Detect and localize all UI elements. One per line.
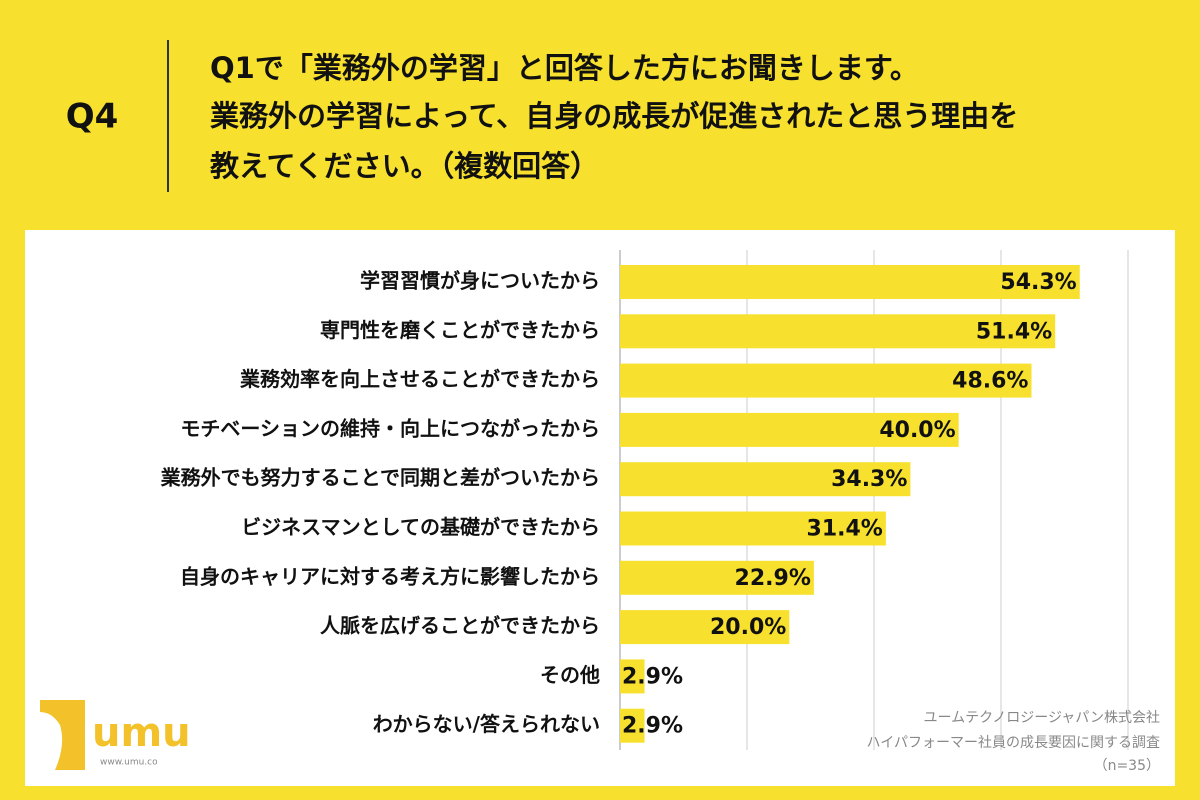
question-label: Q4: [66, 97, 119, 137]
value-label: 22.9%: [735, 566, 811, 591]
category-label: わからない/答えられない: [373, 712, 600, 736]
value-label: 31.4%: [807, 517, 883, 542]
value-label: 2.9%: [622, 714, 683, 739]
category-label: 専門性を磨くことができたから: [320, 318, 600, 342]
category-label: 業務効率を向上させることができたから: [240, 367, 600, 391]
question-line: 教えてください。（複数回答）: [210, 149, 599, 183]
value-label: 34.3%: [831, 467, 907, 492]
value-label: 48.6%: [952, 369, 1028, 394]
value-label: 2.9%: [622, 664, 683, 689]
category-label: モチベーションの維持・向上につながったから: [180, 416, 600, 440]
bar: [620, 462, 911, 497]
value-label: 51.4%: [976, 319, 1052, 344]
chart-panel: [25, 230, 1175, 786]
plot: 学習習慣が身についたから 54.3% 専門性を磨くことができたから 51.4% 業務効率…: [161, 250, 1129, 750]
logo: umu www.umu.co: [40, 700, 191, 770]
source-line: ユームテクノロジージャパン株式会社: [924, 710, 1160, 726]
bar: [620, 610, 790, 645]
question-line: Q1で「業務外の学習」と回答した方にお聞きします。: [210, 51, 919, 85]
question-line: 業務外の学習によって、自身の成長が促進されたと思う理由を: [210, 99, 1018, 133]
category-label: ビジネスマンとしての基礎ができたから: [241, 515, 600, 539]
value-label: 40.0%: [879, 418, 955, 443]
bar: [620, 412, 959, 447]
category-label: 学習習慣が身についたから: [360, 269, 600, 293]
source-line: （n=35）: [1094, 758, 1160, 774]
bar: [620, 708, 645, 743]
category-label: 自身のキャリアに対する考え方に影響したから: [180, 564, 600, 588]
bar: [620, 363, 1032, 398]
category-label: その他: [540, 663, 600, 687]
logo-url: www.umu.co: [100, 758, 158, 768]
logo-icon: [40, 700, 85, 770]
value-label: 20.0%: [710, 615, 786, 640]
category-label: 人脈を広げることができたから: [320, 614, 600, 638]
bar: [620, 659, 645, 694]
bar: [620, 560, 814, 595]
bar: [620, 511, 886, 546]
value-label: 54.3%: [1000, 270, 1076, 295]
logo-text: umu: [92, 710, 191, 756]
category-label: 業務外でも努力することで同期と差がついたから: [161, 466, 600, 490]
source-line: ハイパフォーマー社員の成長要因に関する調査: [867, 735, 1160, 751]
bar: [620, 314, 1056, 349]
bar: [620, 265, 1080, 299]
